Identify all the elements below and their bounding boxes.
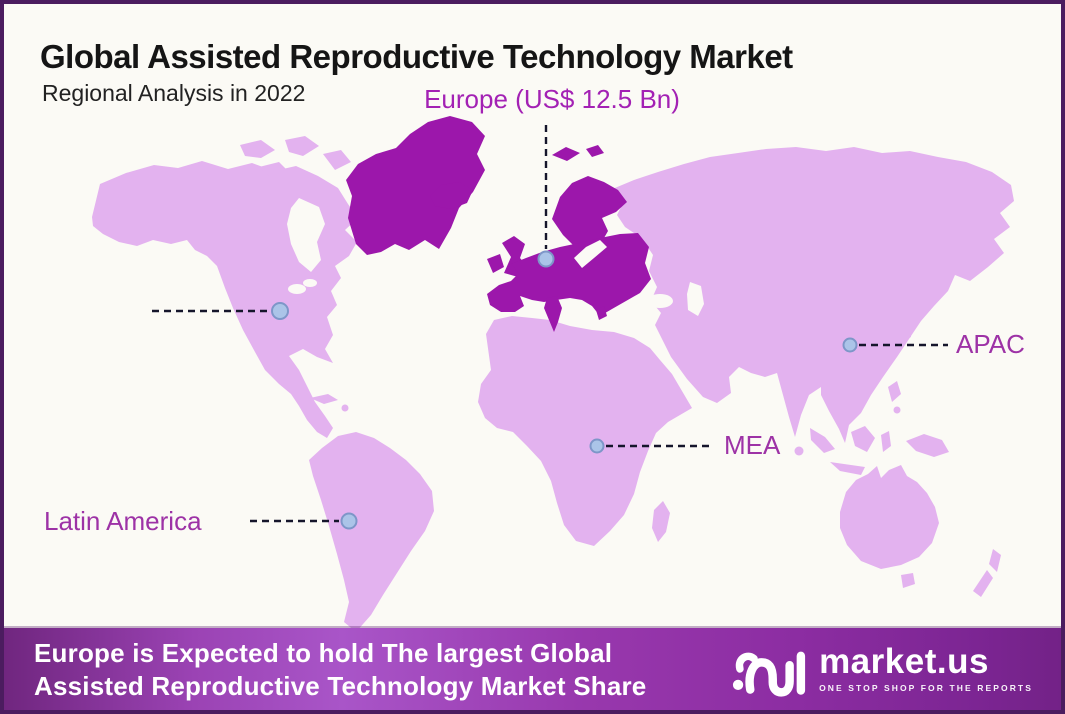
scandinavia-shape: [552, 176, 627, 269]
page-subtitle: Regional Analysis in 2022: [42, 80, 306, 106]
iceland-shape: [430, 182, 473, 209]
japan-shape: [897, 291, 935, 343]
world-map: [92, 116, 1014, 632]
new-zealand-shape: [973, 549, 1001, 597]
baltic-sea: [574, 240, 607, 268]
footer-headline-line1: Europe is Expected to hold The largest G…: [34, 638, 613, 668]
philippines-shape: [888, 381, 901, 402]
inland-water: [287, 198, 704, 316]
leader-lines: [152, 125, 948, 523]
marketus-logo: market.us ONE STOP SHOP FOR THE REPORTS: [731, 638, 1033, 698]
madagascar-shape: [652, 501, 670, 542]
footer-headline-line2: Assisted Reproductive Technology Market …: [34, 671, 647, 701]
marketus-logo-icon: [732, 651, 806, 697]
mea-marker: [589, 438, 605, 454]
logo-tagline: ONE STOP SHOP FOR THE REPORTS: [819, 682, 1033, 693]
europe-mainland-shape: [487, 233, 651, 316]
europe-label: Europe (US$ 12.5 Bn): [424, 84, 680, 114]
page-title: Global Assisted Reproductive Technology …: [40, 38, 793, 75]
caribbean-shape: [310, 394, 338, 404]
africa-shape: [478, 316, 692, 546]
apac-label: APAC: [956, 329, 1025, 359]
greece-shape: [596, 306, 607, 320]
south-america-shape: [309, 432, 434, 632]
footer-banner: Europe is Expected to hold The largest G…: [4, 628, 1061, 710]
greenland-shape: [346, 116, 485, 255]
north-america-marker: [271, 302, 289, 320]
asia-shape: [610, 147, 1014, 443]
mea-label: MEA: [724, 430, 781, 460]
footer-headline: Europe is Expected to hold The largest G…: [34, 637, 646, 703]
land-light: [92, 136, 1014, 632]
logo-brand: market.us: [819, 641, 989, 681]
europe-marker: [537, 250, 555, 268]
latin-america-marker: [340, 512, 358, 530]
latin-america-label: Latin America: [44, 506, 202, 536]
svalbard-shape: [552, 145, 604, 161]
australia-shape: [840, 465, 939, 588]
europe-highlight: [346, 116, 651, 332]
arctic-islands-shape: [240, 136, 351, 178]
region-markers: [271, 250, 858, 530]
italy-shape: [544, 296, 562, 332]
logo-text-block: market.us ONE STOP SHOP FOR THE REPORTS: [819, 641, 1033, 693]
apac-marker: [842, 337, 858, 353]
indonesia-shape: [810, 426, 949, 475]
